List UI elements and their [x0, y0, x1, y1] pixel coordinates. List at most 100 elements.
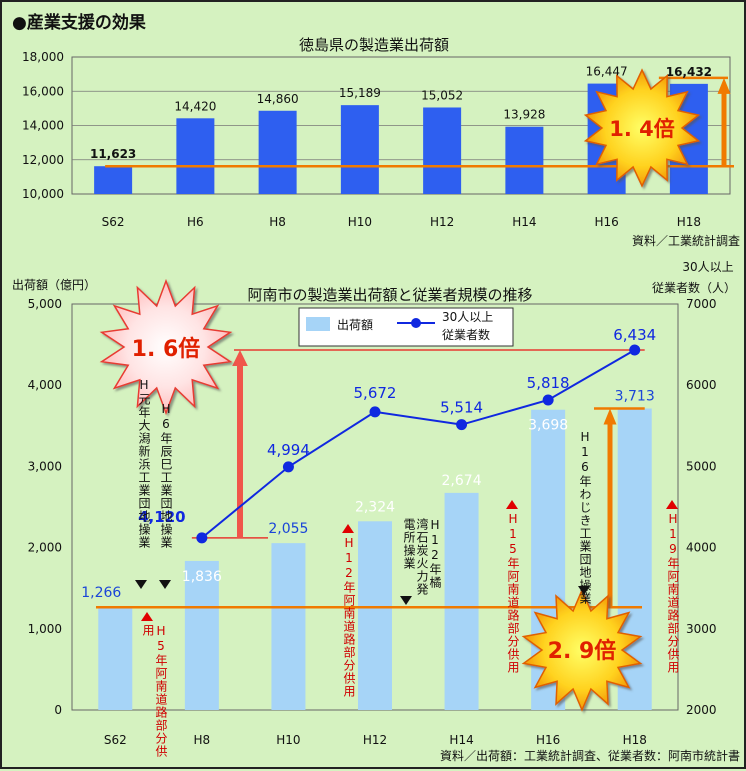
chart2-x-tick: H12 — [363, 733, 387, 747]
chart2-line-callout: 1. 6倍 — [132, 336, 201, 362]
chart2-source: 資料／出荷額：工業統計調査、従業者数：阿南市統計書 — [440, 748, 740, 763]
chart1-value-label: 16,447 — [586, 65, 628, 79]
annotation-h19-road: H19年阿南道路部分供用 — [666, 512, 680, 674]
chart2-line-value-label: 5,672 — [354, 384, 397, 402]
chart1-value-label: 14,860 — [257, 92, 299, 106]
page-title: ●産業支援の効果 — [12, 12, 146, 33]
chart1-x-tick: H16 — [594, 215, 618, 229]
chart2-bar — [444, 492, 479, 710]
annotation-h5-road: H5年阿南道路部分供用 — [141, 624, 168, 758]
chart1-value-label: 14,420 — [174, 99, 216, 113]
chart1-x-tick: H6 — [187, 215, 204, 229]
chart1-y-tick: 12,000 — [22, 153, 64, 167]
chart2-bar-value-label: 2,324 — [355, 499, 395, 515]
legend-line-label-1: 30人以上 — [442, 310, 493, 324]
chart2-line-series — [201, 349, 636, 539]
chart2-ylabel-right-line1: 30人以上 — [682, 260, 733, 274]
chart1-y-tick: 10,000 — [22, 187, 64, 201]
chart1-callout: 1. 4倍 — [609, 117, 675, 141]
chart1-bar — [340, 105, 379, 194]
chart2-line-point — [369, 406, 381, 418]
chart1-x-tick: H8 — [269, 215, 286, 229]
chart2-ylabel-right-line2: 従業者数（人） — [652, 280, 736, 295]
chart2-line-point — [456, 419, 468, 431]
chart2-line-value-label: 5,514 — [440, 399, 483, 417]
chart2-bar-starburst — [521, 588, 643, 712]
annotation-h15-road: H15年阿南道路部分供用 — [506, 512, 520, 674]
chart1-value-label: 15,052 — [421, 88, 463, 102]
chart1-bar — [423, 107, 462, 194]
legend-bar-label: 出荷額 — [337, 318, 373, 332]
chart2-bar — [271, 543, 306, 710]
chart1-growth-arrow-head — [717, 77, 731, 94]
chart2-y-tick-left: 0 — [54, 703, 62, 717]
chart2-bar-value-label: 3,713 — [615, 389, 655, 405]
chart1-value-label: 16,432 — [666, 65, 712, 79]
chart1-value-label: 11,623 — [90, 147, 136, 161]
chart1: 徳島県の製造業出荷額 11,623 14,420 14,860 15,189 15,05… — [22, 36, 740, 248]
chart2-line-value-label: 5,818 — [527, 374, 570, 392]
annotation-h12-power: H12年橘湾石炭火力発電所操業 — [402, 518, 442, 596]
chart2-legend: 出荷額 30人以上 従業者数 — [298, 307, 514, 347]
chart2-line-point — [196, 532, 208, 544]
legend-line-label-2: 従業者数 — [442, 327, 490, 342]
chart1-x-tick: H12 — [430, 215, 454, 229]
chart1-x-tick: H10 — [348, 215, 372, 229]
annotation-h16-marker — [578, 586, 590, 595]
chart1-x-tick: H18 — [677, 215, 701, 229]
chart2-y-tick-right: 6000 — [686, 378, 717, 392]
annotation-h6-tatsumi: H6年辰巳工業団地操業 — [159, 402, 173, 549]
annotation-h6-marker — [159, 580, 171, 589]
chart2-y-tick-left: 3,000 — [28, 459, 62, 473]
chart1-starburst — [583, 68, 701, 188]
chart2-x-tick: H10 — [276, 733, 300, 747]
chart2-y-tick-right: 7000 — [686, 297, 717, 311]
annotation-h12-power-marker — [400, 596, 412, 605]
legend-line-marker — [411, 318, 421, 328]
chart2-bar-callout: 2. 9倍 — [548, 638, 617, 664]
chart1-x-tick: H14 — [512, 215, 536, 229]
annotation-h15-road-marker — [506, 500, 518, 509]
chart2-bar — [358, 521, 392, 710]
chart1-x-tick: S62 — [102, 215, 125, 229]
chart1-y-tick: 16,000 — [22, 84, 64, 98]
chart2-bar-growth-arrow-head — [603, 408, 617, 425]
chart2-x-tick: H16 — [536, 733, 560, 747]
chart1-source: 資料／工業統計調査 — [632, 233, 740, 248]
chart2-y-tick-left: 5,000 — [28, 297, 62, 311]
chart2-y-tick-right: 2000 — [686, 703, 717, 717]
chart2: 阿南市の製造業出荷額と従業者規模の推移 出荷額（億円） 30人以上 従業者数（人… — [12, 260, 740, 763]
chart2-line-starburst — [99, 278, 233, 416]
annotation-h12-road-marker — [342, 524, 354, 533]
chart1-title: 徳島県の製造業出荷額 — [299, 36, 449, 54]
chart1-value-label: 13,928 — [503, 108, 545, 122]
chart2-line-point — [542, 394, 554, 406]
chart2-bar-value-label: 1,266 — [81, 585, 121, 601]
chart2-bar-value-label: 3,698 — [528, 418, 568, 434]
chart2-bar-value-label: 2,674 — [442, 473, 482, 489]
chart2-y-tick-left: 2,000 — [28, 541, 62, 555]
chart2-y-tick-left: 1,000 — [28, 622, 62, 636]
chart2-bar — [184, 560, 219, 710]
chart2-x-tick: H18 — [623, 733, 647, 747]
chart2-x-tick: H14 — [449, 733, 473, 747]
chart2-y-tick-left: 4,000 — [28, 378, 62, 392]
chart2-title: 阿南市の製造業出荷額と従業者規模の推移 — [247, 286, 532, 304]
annotation-h1-marker — [135, 580, 147, 589]
chart1-value-label: 15,189 — [339, 86, 381, 100]
chart1-y-tick: 14,000 — [22, 119, 64, 133]
chart2-y-tick-right: 4000 — [686, 541, 717, 555]
chart2-bar — [98, 607, 133, 710]
legend-bar-swatch — [306, 317, 330, 331]
annotation-h5-marker — [141, 612, 153, 621]
annotation-h16-wajiki: H16年わじき工業団地操業 — [578, 430, 592, 605]
chart2-y-tick-right: 5000 — [686, 459, 717, 473]
chart2-y-tick-right: 3000 — [686, 622, 717, 636]
annotation-h12-road: H12年阿南道路部分供用 — [342, 536, 356, 698]
chart2-line-value-label: 6,434 — [613, 326, 656, 344]
chart1-bar — [505, 126, 544, 194]
chart1-bar — [176, 118, 215, 194]
chart2-line-value-label: 4,120 — [138, 508, 185, 526]
